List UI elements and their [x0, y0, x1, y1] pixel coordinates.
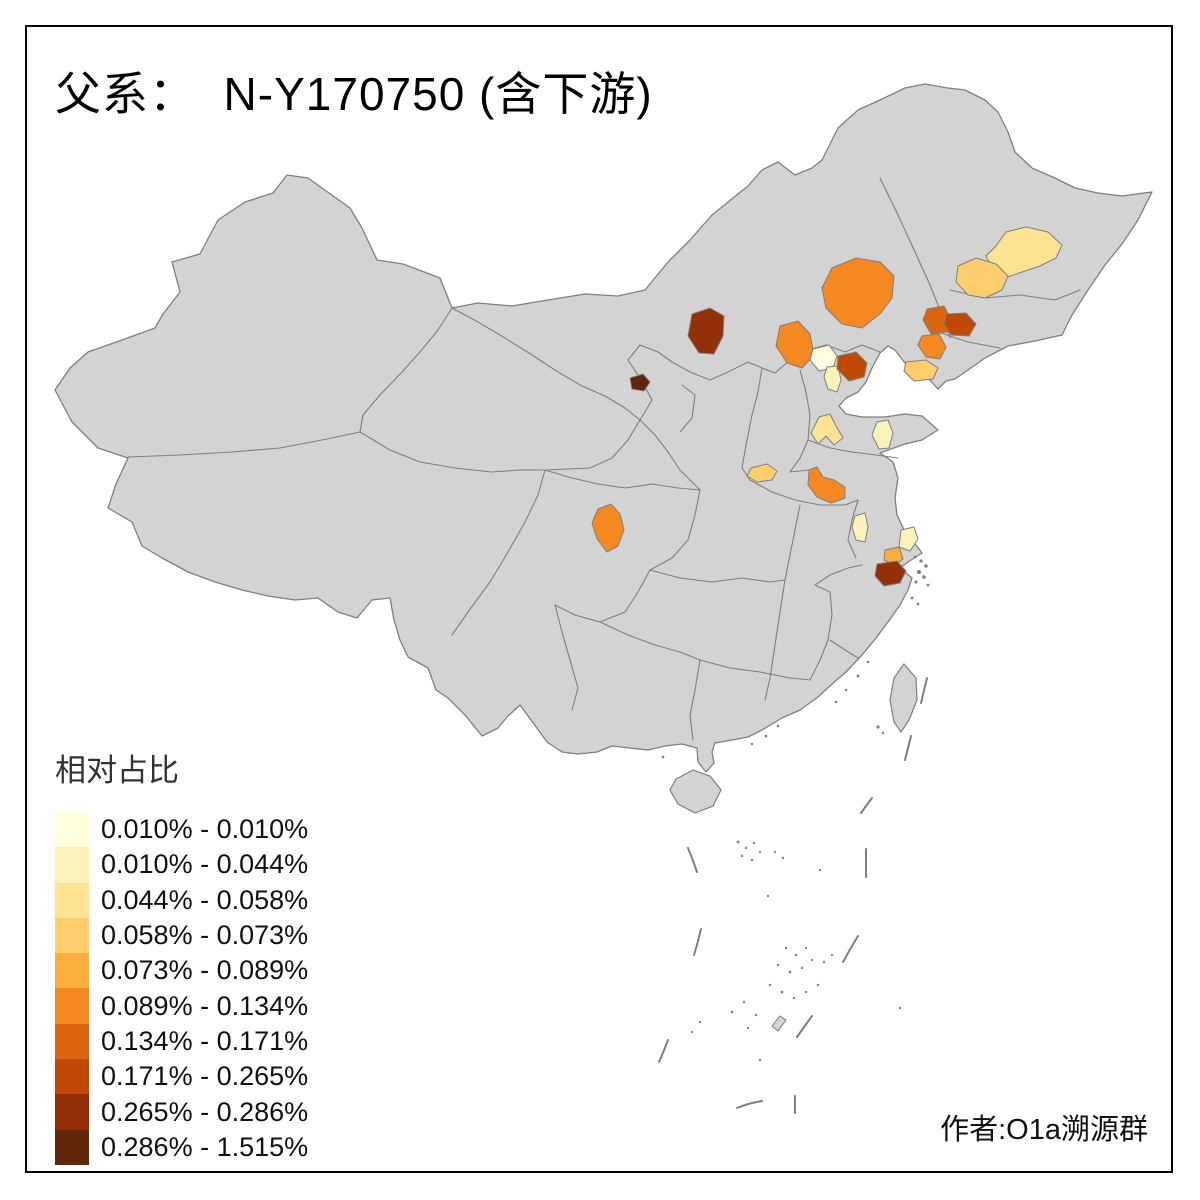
- map-region: [836, 351, 868, 382]
- colored-regions: [591, 226, 1063, 587]
- legend-label: 0.058% - 0.073%: [101, 920, 309, 951]
- legend-swatch: [55, 1059, 89, 1095]
- legend-label: 0.089% - 0.134%: [101, 990, 309, 1021]
- map-region: [810, 413, 844, 446]
- legend-swatch: [55, 847, 89, 883]
- map-region: [922, 305, 952, 335]
- map-region: [955, 257, 1009, 299]
- legend-item: 0.058% - 0.073%: [55, 917, 375, 954]
- legend-item: 0.010% - 0.010%: [55, 812, 375, 848]
- legend-item: 0.134% - 0.171%: [55, 1023, 375, 1060]
- map-region: [883, 546, 904, 566]
- province-borders: [127, 177, 1081, 741]
- map-region: [807, 466, 846, 504]
- legend-rows: 0.010% - 0.010% 0.010% - 0.044% 0.044% -…: [55, 812, 375, 1165]
- map-region: [629, 373, 651, 392]
- legend-label: 0.171% - 0.265%: [101, 1061, 309, 1092]
- map-region: [943, 312, 977, 337]
- map-region: [821, 257, 895, 329]
- legend-item: 0.073% - 0.089%: [55, 953, 375, 989]
- legend: 相对占比 0.010% - 0.010% 0.010% - 0.044% 0.0…: [55, 745, 375, 1165]
- legend-item: 0.171% - 0.265%: [55, 1059, 375, 1095]
- legend-swatch: [55, 882, 89, 918]
- map-region: [775, 320, 815, 369]
- hainan-island: [669, 769, 722, 814]
- map-region: [917, 333, 947, 360]
- legend-label: 0.010% - 0.044%: [101, 849, 309, 880]
- legend-label: 0.010% - 0.010%: [101, 814, 309, 845]
- legend-swatch: [55, 988, 89, 1024]
- taiwan-island: [889, 663, 918, 734]
- sea-dashes: [658, 677, 928, 1114]
- map-region: [871, 419, 894, 450]
- map-region: [687, 307, 725, 355]
- legend-label: 0.134% - 0.171%: [101, 1025, 309, 1056]
- legend-item: 0.265% - 0.286%: [55, 1094, 375, 1130]
- legend-item: 0.089% - 0.134%: [55, 988, 375, 1024]
- legend-item: 0.044% - 0.058%: [55, 882, 375, 918]
- map-region: [591, 503, 625, 553]
- map-region: [874, 560, 907, 587]
- legend-label: 0.286% - 1.515%: [101, 1131, 309, 1162]
- map-region: [851, 512, 869, 543]
- legend-item: 0.010% - 0.044%: [55, 847, 375, 883]
- legend-item: 0.286% - 1.515%: [55, 1129, 375, 1165]
- legend-swatch: [55, 953, 89, 989]
- legend-swatch: [55, 1023, 89, 1060]
- author-credit: 作者:O1a溯源群: [940, 1114, 1148, 1146]
- map-region: [903, 359, 939, 382]
- legend-swatch: [55, 1094, 89, 1130]
- island-dots: [661, 555, 930, 1062]
- mainland-outline: [54, 83, 1153, 773]
- legend-label: 0.073% - 0.089%: [101, 955, 309, 986]
- legend-swatch: [55, 917, 89, 954]
- legend-swatch: [55, 1129, 89, 1165]
- map-title: 父系： N-Y170750 (含下游): [55, 68, 653, 120]
- map-region: [898, 526, 919, 552]
- legend-swatch: [55, 812, 89, 848]
- island-nansha-filled: [771, 1015, 787, 1032]
- legend-label: 0.265% - 0.286%: [101, 1096, 309, 1127]
- map-region: [746, 463, 778, 483]
- legend-title: 相对占比: [55, 753, 179, 788]
- legend-label: 0.044% - 0.058%: [101, 884, 309, 915]
